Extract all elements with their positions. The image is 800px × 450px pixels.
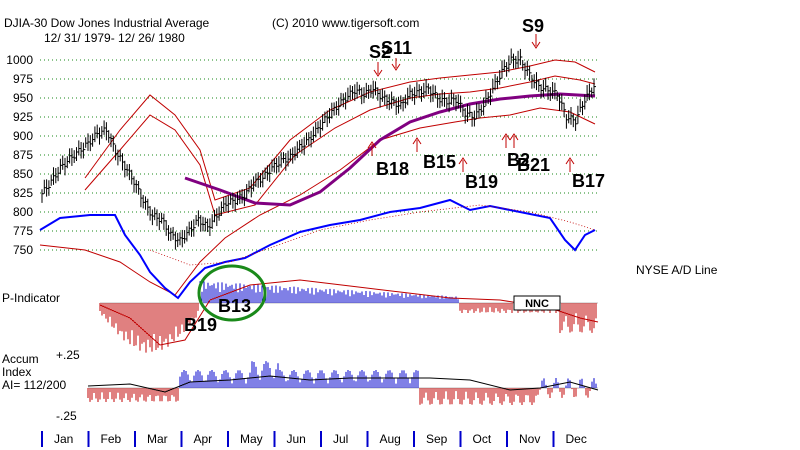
price-tick-label: 975	[13, 72, 33, 86]
month-label: Sep	[426, 432, 448, 446]
copyright: (C) 2010 www.tigersoft.com	[272, 16, 419, 30]
signals: S2 S11 S9 B18 B15 B19 B2 B21 B17 B13	[184, 16, 605, 335]
accum-index-bars	[87, 361, 597, 405]
p-indicator-average	[99, 279, 599, 346]
chart-title: DJIA-30 Dow Jones Industrial Average	[4, 16, 210, 30]
month-label: Dec	[566, 432, 587, 446]
signal-b13: B13	[218, 296, 251, 316]
month-label: Aug	[380, 432, 401, 446]
buy-arrow-b2-head	[501, 133, 511, 141]
month-label: Jun	[287, 432, 306, 446]
lower-band	[39, 107, 596, 296]
sell-arrow-s11-head	[391, 63, 401, 71]
month-label: Nov	[519, 432, 540, 446]
price-bars	[41, 48, 596, 250]
signal-b18: B18	[376, 159, 409, 179]
nyse-ad-line	[39, 198, 596, 300]
buy-arrow-b21-head	[509, 133, 519, 141]
month-axis: Jan Feb Mar Apr May Jun Jul Aug Sep Oct Nov Dec	[41, 431, 587, 447]
signal-s11: S11	[381, 38, 412, 58]
signal-b2: B2	[507, 150, 530, 170]
accum-label-line2: Index	[2, 365, 31, 379]
buy-arrow-b19-sep-head	[458, 157, 468, 165]
month-label: Oct	[473, 432, 492, 446]
signal-b15: B15	[423, 152, 456, 172]
month-label: May	[240, 432, 263, 446]
b13-highlight-circle	[197, 264, 267, 322]
signal-b19-mar: B19	[184, 315, 217, 335]
accum-index-average	[87, 375, 599, 393]
month-label: Jul	[333, 432, 348, 446]
month-label: Apr	[194, 432, 213, 446]
price-tick-label: 925	[13, 110, 33, 124]
month-label: Feb	[101, 432, 122, 446]
price-tick-label: 775	[13, 224, 33, 238]
accum-label-line1: Accum	[2, 352, 39, 366]
nnc-badge: NNC	[525, 298, 549, 310]
buy-arrow-b15-head	[412, 137, 422, 145]
price-tick-label: 850	[13, 167, 33, 181]
upper-band-outer	[84, 59, 596, 201]
signal-s9: S9	[522, 16, 544, 36]
signal-s2: S2	[369, 42, 391, 62]
sell-arrow-s2-head	[373, 69, 383, 77]
accum-ai-text: AI= 112/200	[2, 378, 66, 392]
moving-average-line	[184, 92, 596, 207]
price-tick-label: 900	[13, 129, 33, 143]
date-range: 12/ 31/ 1979- 12/ 26/ 1980	[44, 31, 185, 45]
accum-top-tick: +.25	[56, 348, 80, 362]
price-tick-label: 800	[13, 205, 33, 219]
price-tick-label: 825	[13, 186, 33, 200]
price-tick-label: 1000	[6, 53, 33, 67]
price-tick-label: 875	[13, 148, 33, 162]
nnc-badge-box	[513, 295, 561, 311]
buy-arrow-b17-head	[565, 157, 575, 165]
signal-b21: B21	[517, 155, 550, 175]
month-label: Jan	[54, 432, 73, 446]
sell-arrow-s9-head	[531, 41, 541, 49]
price-tick-label: 950	[13, 91, 33, 105]
ad-line-label: NYSE A/D Line	[636, 263, 718, 277]
p-indicator-label: P-Indicator	[2, 291, 60, 305]
buy-arrow-b18-head	[367, 141, 377, 149]
month-label: Mar	[147, 432, 168, 446]
signal-b19-sep: B19	[465, 172, 498, 192]
price-axis: 1000 975 950 925 900 875 850 825 800 775 750	[6, 53, 33, 257]
ad-line-average	[149, 204, 596, 266]
signal-b17: B17	[572, 171, 605, 191]
accum-bottom-tick: -.25	[56, 409, 77, 423]
price-tick-label: 750	[13, 243, 33, 257]
